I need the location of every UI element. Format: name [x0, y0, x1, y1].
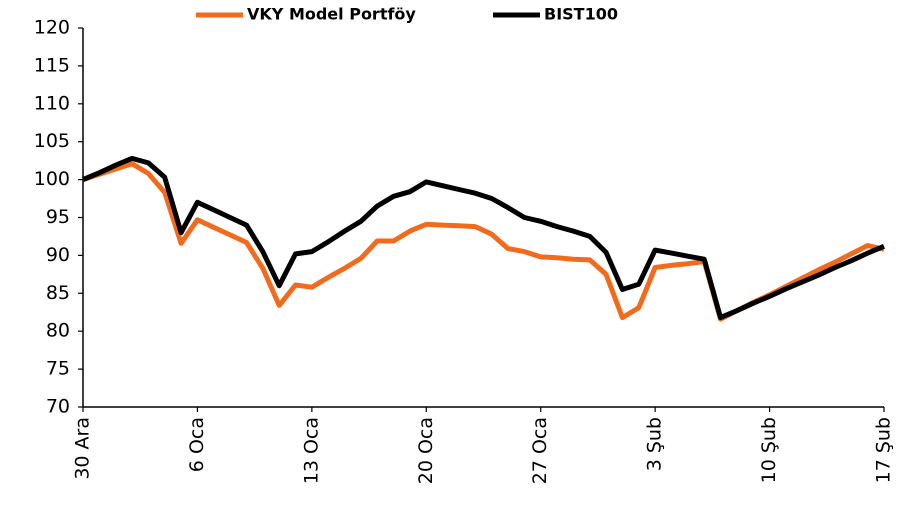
x-tick-label: 27 Oca	[529, 417, 551, 484]
series-line	[82, 155, 885, 321]
y-tick-label: 115	[34, 54, 70, 76]
y-tick-label: 100	[34, 168, 70, 190]
legend-label: VKY Model Portföy	[247, 5, 416, 24]
y-tick-label: 95	[46, 206, 70, 228]
y-tick-label: 110	[34, 92, 70, 114]
x-tick-label: 30 Ara	[72, 417, 94, 480]
y-tick-label: 90	[46, 244, 70, 266]
series-line	[82, 161, 885, 322]
x-tick-label: 10 Şub	[758, 417, 780, 483]
x-tick-label: 13 Oca	[300, 417, 322, 484]
y-tick-label: 105	[34, 130, 70, 152]
y-tick-label: 85	[46, 282, 70, 304]
y-tick-label: 120	[34, 17, 70, 39]
x-tick-label: 3 Şub	[644, 417, 666, 471]
x-tick-label: 6 Oca	[186, 417, 208, 472]
x-tick-label: 20 Oca	[415, 417, 437, 484]
x-tick-label: 17 Şub	[873, 417, 895, 483]
y-tick-label: 70	[46, 396, 70, 418]
legend-label: BIST100	[544, 5, 618, 24]
y-tick-label: 80	[46, 320, 70, 342]
y-tick-label: 75	[46, 358, 70, 380]
